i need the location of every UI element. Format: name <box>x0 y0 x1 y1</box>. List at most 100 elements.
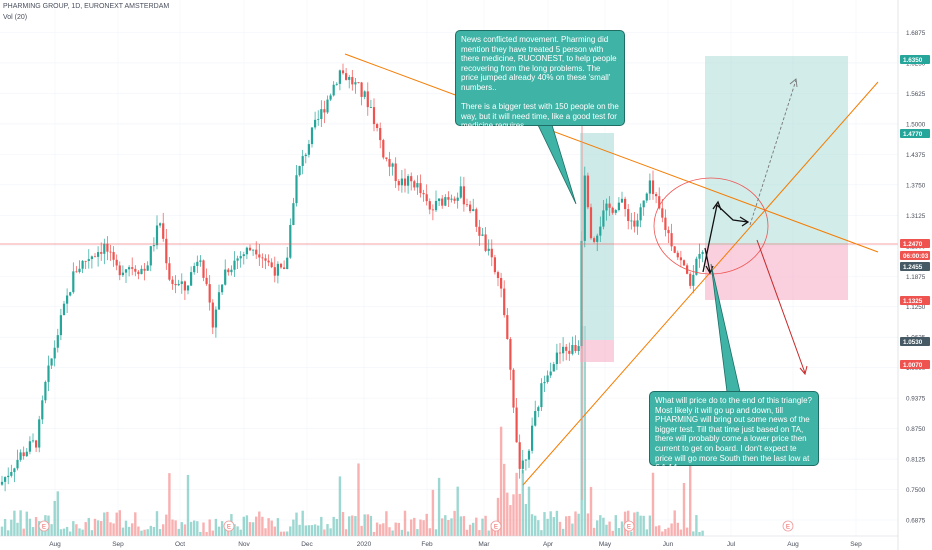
candle-body <box>87 259 90 261</box>
candle-body <box>360 82 363 97</box>
candle-body <box>245 247 248 255</box>
candle-body <box>639 207 642 221</box>
candle-body <box>134 268 137 272</box>
earnings-marker <box>490 520 502 532</box>
candle-body <box>478 226 481 236</box>
volume-bar <box>261 516 264 536</box>
candle-body <box>602 210 605 227</box>
candle-body <box>509 339 512 370</box>
volume-bar <box>317 525 320 536</box>
volume-bar <box>456 486 459 536</box>
price-label: 1.2470 <box>903 241 923 248</box>
top-note[interactable]: News conflicted movement. Pharming did m… <box>455 30 625 130</box>
candle-body <box>444 197 447 206</box>
candle-body <box>441 198 444 206</box>
candle-body <box>314 119 317 128</box>
candle-body <box>162 223 165 239</box>
volume-bar <box>385 511 388 536</box>
price-label-bg <box>900 360 930 369</box>
volume-bar <box>534 515 537 536</box>
top-note-pointer <box>537 124 577 205</box>
candle-body <box>292 203 295 225</box>
volume-bar <box>3 519 7 536</box>
candle-body <box>614 210 617 213</box>
volume-bar <box>527 486 531 536</box>
candle-body <box>137 271 140 275</box>
volume-indicator-label[interactable]: Vol (20) <box>3 14 28 21</box>
bottom-note[interactable]: What will price do to the end of this tr… <box>649 391 819 472</box>
candle-body <box>186 285 190 291</box>
y-tick-label: 1.3125 <box>906 213 926 220</box>
candle-body <box>524 459 527 461</box>
volume-bar <box>25 511 28 536</box>
candle-body <box>605 203 608 211</box>
candle-body <box>310 127 314 145</box>
y-tick-label: 0.8750 <box>906 426 926 433</box>
candle-body <box>193 265 196 273</box>
candle-body <box>66 295 69 304</box>
candle-body <box>394 163 397 182</box>
candle-body <box>596 235 599 242</box>
volume-bar <box>658 525 661 536</box>
volume-bar <box>698 531 701 536</box>
volume-bar <box>661 531 664 536</box>
candle-body <box>295 175 298 204</box>
y-tick-label: 0.8125 <box>906 457 926 464</box>
volume-bar <box>379 524 382 536</box>
candle-body <box>562 346 565 354</box>
candle-body <box>549 371 552 376</box>
price-axis: 1.68751.62501.56251.50001.43751.37501.31… <box>897 0 926 550</box>
volume-bar <box>301 510 304 536</box>
price-label: 06:00:03 <box>903 253 929 260</box>
candle-body <box>174 283 177 286</box>
volume-bar <box>62 528 66 536</box>
volume-bar <box>360 525 363 536</box>
candle-body <box>286 257 289 270</box>
price-label: 1.4770 <box>903 131 923 138</box>
earnings-marker-label[interactable]: E <box>42 525 46 531</box>
volume-bar <box>171 519 174 536</box>
candle-body <box>22 452 25 457</box>
candle-body <box>692 274 695 286</box>
candle-body <box>357 82 360 83</box>
earnings-marker-label[interactable]: E <box>494 525 498 531</box>
candle-body <box>438 198 441 201</box>
candle-body <box>304 154 307 157</box>
candle-body <box>196 261 199 266</box>
volume-bar <box>487 530 490 536</box>
volume-bar <box>478 530 481 536</box>
earnings-marker-label[interactable]: E <box>227 525 231 531</box>
candle-body <box>521 460 524 469</box>
candle-body <box>447 197 450 200</box>
candle-body <box>503 288 506 316</box>
volume-bar <box>444 515 447 536</box>
volume-bar <box>406 531 410 536</box>
candle-body <box>332 84 335 96</box>
volume-bar <box>472 522 475 536</box>
volume-bar <box>81 529 84 536</box>
candle-body <box>323 109 326 113</box>
candle-body <box>31 440 35 442</box>
volume-bar <box>7 530 10 536</box>
volume-bar <box>149 525 152 536</box>
volume-bar <box>118 510 121 536</box>
volume-bar <box>568 515 571 536</box>
candle-body <box>183 281 186 291</box>
candle-body <box>72 271 75 293</box>
candle-body <box>208 284 211 303</box>
candle-body <box>50 358 53 366</box>
earnings-marker-label[interactable]: E <box>786 525 790 531</box>
candle-body <box>106 243 109 252</box>
volume-bar <box>53 500 56 536</box>
x-tick-label: Jun <box>663 541 674 548</box>
candle-body <box>341 70 345 74</box>
volume-bar <box>326 524 329 536</box>
earnings-marker-label[interactable]: E <box>627 525 631 531</box>
candle-body <box>44 381 47 401</box>
volume-bar <box>596 520 599 536</box>
volume-bar <box>394 522 397 536</box>
volume-bar <box>363 514 366 536</box>
y-tick-label: 0.9375 <box>906 396 926 403</box>
candle-body <box>419 183 422 194</box>
